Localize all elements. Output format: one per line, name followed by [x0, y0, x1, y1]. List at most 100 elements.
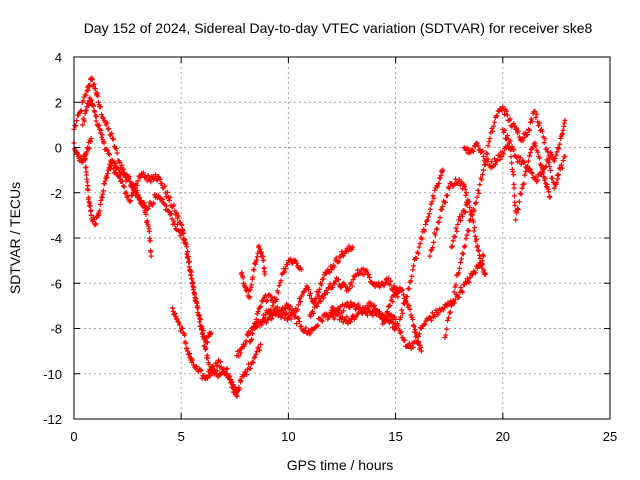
data-point-fill — [489, 159, 495, 165]
data-point-fill — [370, 313, 376, 319]
x-tick-label: 10 — [281, 429, 295, 444]
x-tick-label: 0 — [70, 429, 77, 444]
data-point-fill — [213, 360, 219, 366]
data-point-fill — [206, 372, 212, 378]
data-point-fill — [463, 147, 469, 153]
data-point-fill — [402, 298, 408, 304]
data-point-fill — [324, 290, 330, 296]
data-point-fill — [113, 160, 119, 166]
data-point-fill — [203, 345, 209, 351]
data-point-fill — [391, 320, 397, 326]
data-point-fill — [365, 306, 371, 312]
data-point-fill — [554, 149, 560, 155]
data-point-fill — [402, 337, 408, 343]
data-point-fill — [341, 250, 347, 256]
data-point-fill — [476, 190, 482, 196]
data-point-fill — [544, 157, 550, 163]
data-point-fill — [210, 363, 216, 369]
data-point — [423, 221, 429, 227]
data-point-fill — [527, 150, 533, 156]
data-point-fill — [97, 201, 103, 207]
data-point-fill — [419, 236, 425, 242]
data-point-fill — [88, 139, 94, 145]
data-point-fill — [439, 206, 445, 212]
data-point-fill — [88, 98, 94, 104]
data-point-fill — [364, 303, 370, 309]
data-point-fill — [186, 264, 192, 270]
data-point-fill — [93, 118, 99, 124]
data-point-fill — [355, 267, 361, 273]
data-point-fill — [278, 314, 284, 320]
data-point-fill — [92, 109, 98, 115]
data-point-fill — [76, 112, 82, 118]
data-point-fill — [98, 127, 104, 133]
data-point-fill — [197, 367, 203, 373]
data-point-fill — [399, 307, 405, 313]
data-point-fill — [503, 108, 509, 114]
data-point-fill — [464, 232, 470, 238]
data-point-fill — [253, 351, 259, 357]
data-point-fill — [102, 181, 108, 187]
data-point-fill — [175, 227, 181, 233]
data-point-fill — [168, 210, 174, 216]
data-point-fill — [460, 251, 466, 257]
data-point-fill — [163, 194, 169, 200]
data-point-fill — [494, 157, 500, 163]
data-point-fill — [481, 267, 487, 273]
data-point-fill — [226, 374, 232, 380]
data-point-fill — [257, 304, 263, 310]
data-point-fill — [254, 257, 260, 263]
data-point-fill — [223, 371, 229, 377]
data-point-fill — [167, 194, 173, 200]
data-point-fill — [349, 246, 355, 252]
data-point-fill — [520, 182, 526, 188]
data-point-fill — [331, 264, 337, 270]
data-point — [442, 335, 448, 341]
data-point-fill — [258, 303, 264, 309]
data-point-fill — [331, 316, 337, 322]
data-point-fill — [123, 189, 129, 195]
data-point-fill — [227, 377, 233, 383]
data-point-fill — [439, 168, 445, 174]
data-point-fill — [525, 131, 531, 137]
data-point-fill — [333, 255, 339, 261]
data-point-fill — [479, 149, 485, 155]
data-point-fill — [304, 283, 310, 289]
data-point-fill — [358, 307, 364, 313]
x-axis-label: GPS time / hours — [287, 457, 394, 473]
data-point — [251, 355, 257, 361]
data-point-fill — [212, 367, 218, 373]
data-point-fill — [560, 127, 566, 133]
data-point-fill — [418, 344, 424, 350]
data-point-fill — [287, 303, 293, 309]
data-point-fill — [269, 316, 275, 322]
data-point-fill — [209, 370, 215, 376]
data-point-fill — [148, 179, 154, 185]
data-point-fill — [311, 310, 317, 316]
data-point-fill — [312, 301, 318, 307]
data-point-fill — [306, 287, 312, 293]
data-point-fill — [290, 311, 296, 317]
data-point-fill — [327, 313, 333, 319]
data-point — [487, 135, 493, 141]
data-point — [247, 339, 253, 345]
data-point-fill — [357, 306, 363, 312]
data-point-fill — [80, 98, 86, 104]
data-point-fill — [250, 330, 256, 336]
data-point-fill — [183, 341, 189, 347]
data-point-fill — [463, 236, 469, 242]
data-point-fill — [409, 314, 415, 320]
data-point-fill — [539, 128, 545, 134]
data-point-fill — [329, 304, 335, 310]
data-point — [258, 341, 264, 347]
data-point-fill — [241, 373, 247, 379]
data-point-fill — [315, 292, 321, 298]
data-point-fill — [121, 166, 127, 172]
data-point-fill — [535, 177, 541, 183]
data-point-fill — [480, 148, 486, 154]
data-point-fill — [381, 282, 387, 288]
data-point-fill — [554, 172, 560, 178]
data-point-fill — [261, 257, 267, 263]
data-point-fill — [447, 310, 453, 316]
